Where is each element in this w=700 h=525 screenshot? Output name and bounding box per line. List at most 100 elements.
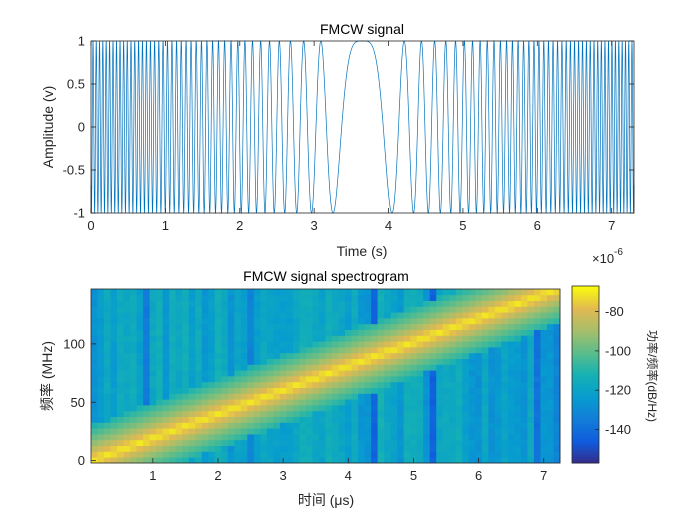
spectrogram-cell bbox=[397, 289, 405, 296]
spectrogram-cell bbox=[494, 306, 502, 313]
spectrogram-cell bbox=[260, 335, 268, 342]
spectrogram-cell bbox=[182, 422, 190, 429]
spectrogram-cell bbox=[475, 341, 483, 348]
spectrogram-cell bbox=[449, 335, 457, 342]
spectrogram-cell bbox=[423, 364, 431, 371]
spectrogram-cell bbox=[247, 376, 255, 383]
spectrogram-cell bbox=[527, 439, 535, 446]
spectrogram-cell bbox=[312, 364, 320, 371]
spectrogram-x-tick-label: 7 bbox=[540, 468, 547, 483]
spectrogram-cell bbox=[325, 358, 333, 365]
spectrogram-cell bbox=[175, 341, 183, 348]
spectrogram-cell bbox=[338, 399, 346, 406]
spectrogram-cell bbox=[345, 364, 352, 371]
spectrogram-cell bbox=[442, 376, 450, 383]
spectrogram-cell bbox=[214, 405, 222, 412]
spectrogram-cell bbox=[182, 347, 190, 354]
spectrogram-cell bbox=[325, 451, 333, 458]
spectrogram-cell bbox=[227, 318, 235, 325]
spectrogram-cell bbox=[436, 294, 444, 301]
spectrogram-cell bbox=[520, 347, 528, 354]
spectrogram-cell bbox=[253, 370, 261, 377]
spectrogram-cell bbox=[423, 410, 431, 417]
spectrogram-cell bbox=[279, 306, 287, 313]
spectrogram-cell bbox=[97, 294, 105, 301]
spectrogram-cell bbox=[436, 370, 444, 377]
spectrogram-cell bbox=[182, 376, 190, 383]
spectrogram-cell bbox=[123, 323, 131, 330]
spectrogram-cell bbox=[507, 387, 515, 394]
spectrogram-cell bbox=[442, 434, 450, 441]
spectrogram-cell bbox=[91, 387, 98, 394]
spectrogram-cell bbox=[273, 312, 281, 319]
spectrogram-cell bbox=[423, 294, 431, 301]
spectrogram-cell bbox=[501, 376, 509, 383]
spectrogram-cell bbox=[201, 329, 209, 336]
spectrogram-cell bbox=[292, 312, 300, 319]
spectrogram-cell bbox=[130, 422, 137, 429]
spectrogram-cell bbox=[136, 376, 144, 383]
spectrogram-cell bbox=[358, 347, 365, 354]
spectrogram-cell bbox=[553, 381, 561, 388]
spectrogram-cell bbox=[345, 451, 352, 458]
spectrogram-cell bbox=[384, 306, 392, 313]
spectrogram-cell bbox=[97, 306, 105, 313]
spectrogram-cell bbox=[468, 300, 476, 307]
spectrogram-cell bbox=[397, 329, 405, 336]
spectrogram-cell bbox=[429, 335, 437, 342]
spectrogram-cell bbox=[260, 306, 268, 313]
spectrogram-cell bbox=[345, 393, 352, 400]
colorbar-segment bbox=[572, 333, 599, 336]
spectrogram-cell bbox=[247, 428, 255, 435]
spectrogram-cell bbox=[227, 306, 235, 313]
spectrogram-cell bbox=[364, 323, 372, 330]
spectrogram-cell bbox=[325, 300, 333, 307]
spectrogram-cell bbox=[429, 387, 437, 394]
spectrogram-cell bbox=[312, 422, 320, 429]
spectrogram-cell bbox=[143, 428, 151, 435]
spectrogram-cell bbox=[234, 312, 242, 319]
spectrogram-cell bbox=[247, 399, 255, 406]
spectrogram-cell bbox=[553, 335, 561, 342]
spectrogram-cell bbox=[162, 335, 170, 342]
spectrogram-cell bbox=[384, 457, 392, 464]
spectrogram-cell bbox=[266, 364, 274, 371]
spectrogram-cell bbox=[253, 434, 261, 441]
spectrogram-cell bbox=[488, 323, 496, 330]
spectrogram-cell bbox=[201, 439, 209, 446]
spectrogram-cell bbox=[332, 393, 339, 400]
spectrogram-cell bbox=[188, 341, 196, 348]
spectrogram-cell bbox=[266, 358, 274, 365]
spectrogram-cell bbox=[273, 318, 281, 325]
spectrogram-cell bbox=[104, 387, 111, 394]
spectrogram-cell bbox=[481, 451, 489, 458]
spectrogram-cell bbox=[162, 352, 170, 359]
spectrogram-cell bbox=[273, 439, 281, 446]
spectrogram-cell bbox=[136, 410, 144, 417]
spectrogram-cell bbox=[201, 410, 209, 417]
spectrogram-cell bbox=[449, 410, 457, 417]
spectrogram-cell bbox=[143, 335, 151, 342]
spectrogram-cell bbox=[390, 451, 398, 458]
spectrogram-cell bbox=[520, 399, 528, 406]
spectrogram-cell bbox=[553, 306, 561, 313]
spectrogram-cell bbox=[520, 439, 528, 446]
spectrogram-cell bbox=[475, 358, 483, 365]
spectrogram-cell bbox=[488, 410, 496, 417]
spectrogram-cell bbox=[462, 393, 470, 400]
spectrogram-cell bbox=[208, 405, 216, 412]
spectrogram-cell bbox=[540, 405, 548, 412]
spectrogram-cell bbox=[507, 416, 515, 423]
colorbar-segment bbox=[572, 374, 599, 377]
spectrogram-cell bbox=[130, 312, 137, 319]
spectrogram-cell bbox=[507, 422, 515, 429]
spectrogram-cell bbox=[175, 364, 183, 371]
spectrogram-cell bbox=[104, 318, 111, 325]
spectrogram-cell bbox=[429, 428, 437, 435]
spectrogram-cell bbox=[533, 318, 541, 325]
spectrogram-cell bbox=[169, 416, 177, 423]
spectrogram-cell bbox=[338, 312, 346, 319]
spectrogram-cell bbox=[279, 428, 287, 435]
spectrogram-cell bbox=[240, 416, 248, 423]
spectrogram-cell bbox=[514, 312, 522, 319]
